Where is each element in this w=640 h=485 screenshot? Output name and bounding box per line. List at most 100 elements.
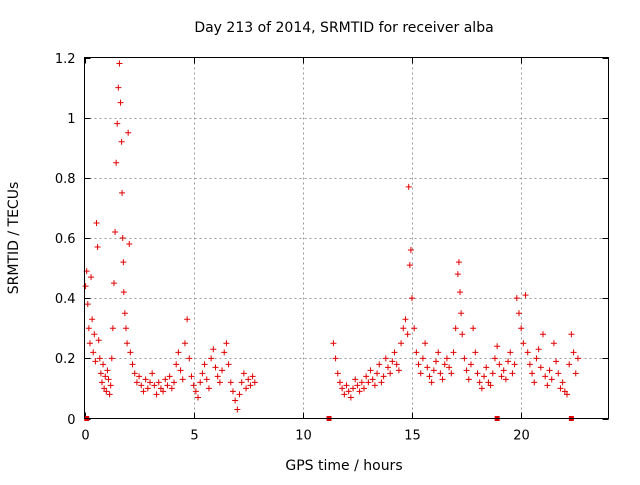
data-point <box>443 355 450 362</box>
x-tick-label: 10 <box>295 429 312 444</box>
data-point <box>566 361 573 368</box>
y-tick-label: 1.2 <box>55 52 76 67</box>
data-point <box>546 367 553 374</box>
data-point <box>234 406 241 413</box>
data-point <box>481 373 488 380</box>
data-point <box>406 262 413 269</box>
data-point <box>129 361 136 368</box>
data-point <box>559 379 566 386</box>
data-point <box>544 382 551 389</box>
data-point <box>86 340 93 347</box>
data-point <box>356 388 363 395</box>
data-point <box>147 379 153 386</box>
data-point <box>238 379 245 386</box>
data-point <box>199 370 206 377</box>
data-point <box>121 310 128 317</box>
data-point <box>433 358 440 365</box>
data-point <box>153 391 160 398</box>
data-point <box>120 259 127 266</box>
data-point <box>195 394 202 401</box>
data-point <box>485 379 492 386</box>
data-point <box>391 349 398 356</box>
data-point <box>542 373 549 380</box>
data-point <box>350 385 357 392</box>
data-point <box>513 295 520 302</box>
data-point <box>343 382 350 389</box>
data-point <box>334 370 341 377</box>
data-point <box>118 138 125 145</box>
data-point <box>133 379 140 386</box>
data-point <box>229 388 236 395</box>
data-point <box>212 364 219 371</box>
data-point <box>507 349 514 356</box>
data-point <box>247 382 254 389</box>
data-point <box>240 370 247 377</box>
data-point <box>489 370 496 377</box>
data-point <box>441 361 448 368</box>
data-point <box>405 183 412 190</box>
data-point <box>439 376 446 383</box>
data-point <box>476 379 483 386</box>
data-point <box>496 361 503 368</box>
data-point <box>339 385 346 392</box>
data-point <box>463 367 470 374</box>
data-point <box>192 388 199 395</box>
x-tick-label: 20 <box>513 429 530 444</box>
y-tick-label: 0.4 <box>55 292 76 307</box>
data-point <box>219 367 226 374</box>
data-point <box>415 361 422 368</box>
y-tick-label: 0.8 <box>55 172 76 187</box>
data-point <box>177 367 184 374</box>
data-point <box>461 355 468 362</box>
data-point <box>171 379 178 386</box>
data-point <box>203 376 210 383</box>
data-point <box>458 310 465 317</box>
data-point <box>472 349 479 356</box>
plot-frame <box>84 57 609 419</box>
data-point <box>227 379 234 386</box>
data-point <box>157 385 164 392</box>
data-point <box>404 331 411 338</box>
x-tick-label: 5 <box>190 429 198 444</box>
data-point <box>214 373 221 380</box>
data-point <box>393 361 400 368</box>
data-point <box>162 376 169 383</box>
data-point <box>374 370 381 377</box>
data-point <box>358 379 365 386</box>
data-point <box>108 355 115 362</box>
data-point <box>398 340 405 347</box>
data-point <box>572 370 579 377</box>
x-axis-label: GPS time / hours <box>285 458 402 474</box>
data-point <box>529 370 536 377</box>
data-point <box>487 382 494 389</box>
data-point <box>151 382 158 389</box>
data-point <box>483 364 490 371</box>
data-point <box>107 382 114 389</box>
data-point <box>179 376 186 383</box>
data-point <box>144 385 151 392</box>
data-point <box>502 376 509 383</box>
data-point <box>555 370 562 377</box>
data-point <box>205 385 212 392</box>
data-points <box>83 61 581 421</box>
data-point <box>384 364 391 371</box>
data-point <box>465 376 472 383</box>
axis-ticks: 0 0.2 0.4 0.6 0.8 1 1.2 0 5 10 15 20 <box>55 52 609 444</box>
data-point <box>197 379 204 386</box>
data-point <box>365 379 372 386</box>
data-point <box>450 349 457 356</box>
data-point <box>515 310 522 317</box>
data-point <box>149 370 156 377</box>
data-point <box>164 382 171 389</box>
data-point <box>454 271 461 278</box>
data-point <box>400 325 407 332</box>
data-point <box>96 355 103 362</box>
data-point <box>112 228 119 235</box>
data-point <box>446 364 453 371</box>
data-point <box>419 355 426 362</box>
data-point <box>459 331 466 338</box>
data-point <box>413 349 420 356</box>
data-point <box>210 346 217 353</box>
